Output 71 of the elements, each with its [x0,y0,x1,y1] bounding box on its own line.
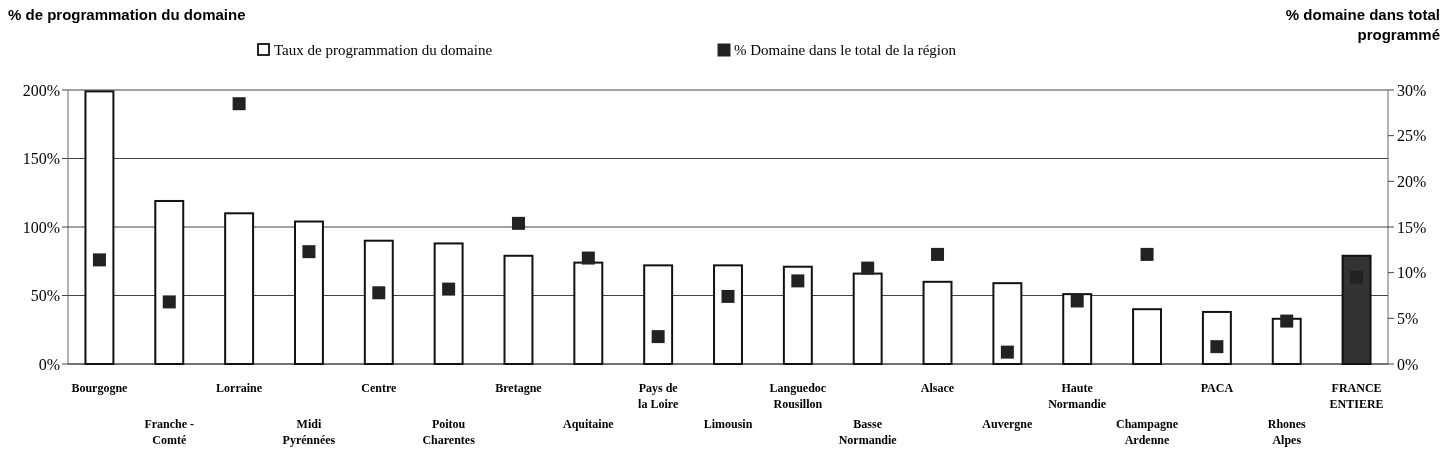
point [442,282,456,296]
y-tick-label: 100% [22,218,60,236]
y2-tick-label: 10% [1397,264,1427,282]
x-tick-label: Alsace [920,381,955,395]
y2-tick-label: 5% [1397,309,1419,327]
legend-label: % Domaine dans le total de la région [734,42,957,58]
x-tick-label: Franche - Comté [144,417,195,447]
point [1000,345,1014,359]
bar [1271,317,1302,365]
y2-tick-label: 20% [1397,172,1427,190]
point [511,216,525,230]
y2-tick-label: 15% [1397,218,1427,236]
bar [852,272,883,365]
y-tick-label: 0% [38,355,60,373]
x-tick-label: Bourgogne [71,381,129,395]
x-tick-label: Auvergne [982,417,1034,431]
x-tick-label: FRANCE ENTIERE [1329,381,1384,411]
y2-tick-label: 25% [1397,127,1427,145]
x-tick-label: Languedoc Rousillon [769,381,827,411]
bar [503,254,534,365]
point [1140,247,1154,261]
x-tick-label: Champagne Ardenne [1116,417,1179,447]
bar [363,239,394,365]
x-tick-label: Pays de la Loire [638,381,679,411]
point [302,245,316,259]
point [372,286,386,300]
x-tick-label: Bretagne [495,381,543,395]
bar [1132,308,1163,365]
y2-tick-label: 30% [1397,81,1427,99]
point [651,330,665,344]
bar [84,90,115,365]
bar [433,242,464,365]
point [791,274,805,288]
bar [293,220,324,365]
point [1070,294,1084,308]
y-tick-label: 150% [22,150,60,168]
point [232,97,246,111]
x-tick-label: Haute Normandie [1048,381,1107,411]
point [162,295,176,309]
bar [573,261,604,365]
x-tick-label: Rhones Alpes [1267,417,1307,447]
x-tick-label: Limousin [703,417,753,431]
bar [224,212,255,365]
bar [1341,254,1372,365]
y-tick-label: 50% [30,287,60,305]
bar [713,264,743,365]
point [1210,340,1224,354]
point [92,253,106,267]
legend-label: Taux de programmation du domaine [274,42,493,58]
x-tick-label: Midi Pyrénnées [282,417,336,447]
bar [922,280,953,365]
x-tick-label: Poitou Charentes [422,417,476,447]
point [931,247,945,261]
bar [1062,293,1093,365]
x-tick-label: Lorraine [216,381,263,395]
bar [154,199,185,365]
y-tick-label: 200% [22,81,60,99]
x-tick-label: Centre [361,381,398,395]
bar [992,282,1023,365]
y-axis-title: % de programmation du domaine [8,6,246,23]
point [721,289,735,303]
point [581,251,595,265]
x-tick-label: Aquitaine [562,417,615,431]
point [1280,314,1294,328]
point [861,261,875,275]
x-tick-label: PACA [1200,381,1234,395]
y2-tick-label: 0% [1397,355,1419,373]
x-tick-label: Basse Normandie [838,417,898,447]
bar [782,265,813,365]
bar [643,264,674,365]
y2-axis-title: % domaine dans total programmé [1285,6,1440,43]
